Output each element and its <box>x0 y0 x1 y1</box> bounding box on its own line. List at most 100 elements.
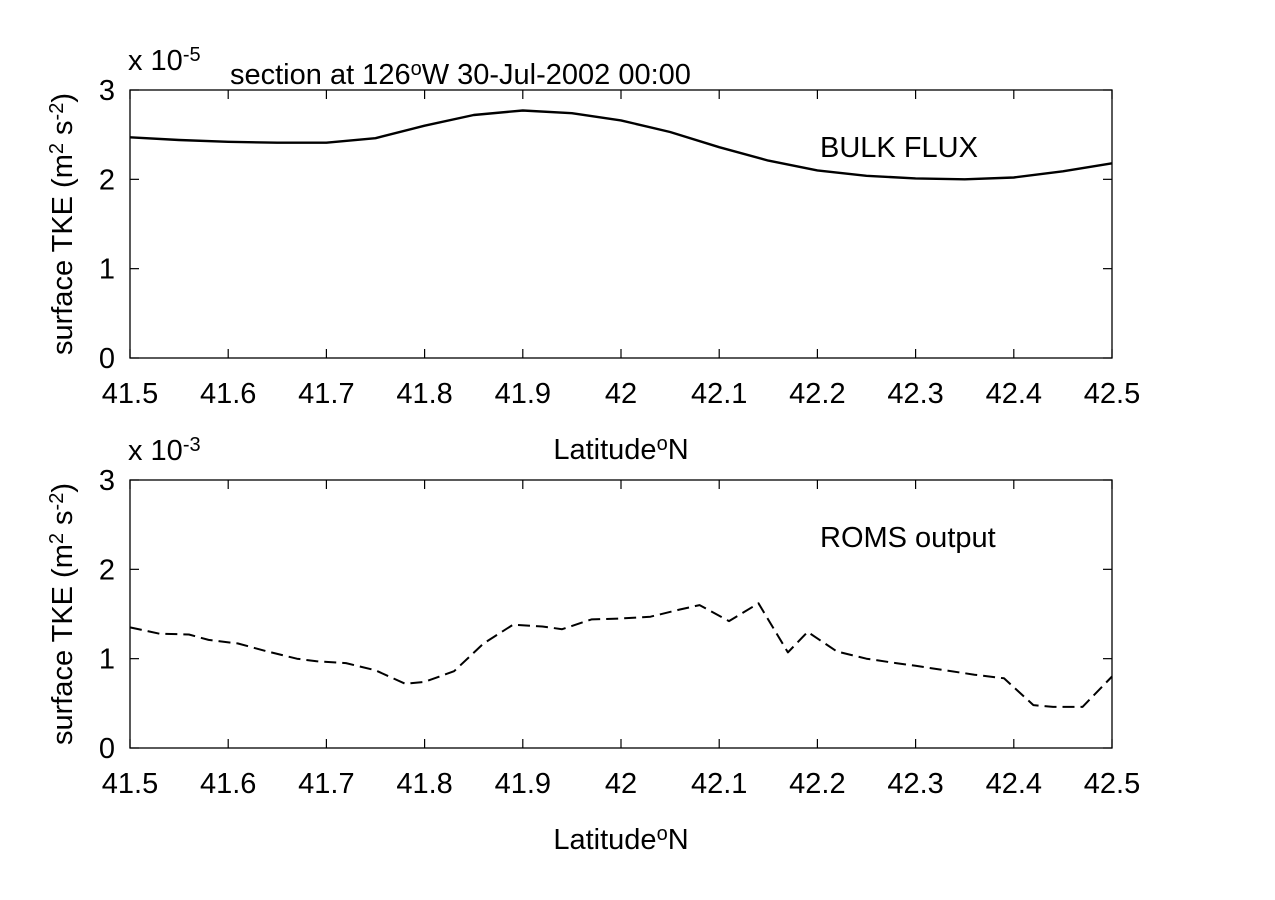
data-point <box>699 604 701 606</box>
data-point <box>129 627 131 629</box>
x-tick-label: 41.7 <box>298 768 354 800</box>
data-point <box>375 137 377 139</box>
data-point <box>591 619 593 621</box>
data-point <box>483 643 485 645</box>
plot-area-frame <box>129 479 1113 749</box>
y-axis-label: surface TKE (m2 s-2) <box>46 93 79 355</box>
chart-title: section at 126oW 30-Jul-2002 00:00 <box>230 58 691 91</box>
x-tick-label: 41.6 <box>200 378 256 410</box>
y-tick-label: 2 <box>99 164 115 196</box>
y-exponent-label: x 10-5 <box>128 44 201 77</box>
data-point <box>1033 704 1035 706</box>
chart-panel-1: 41.5 41.6 41.7 41.8 41.9 42 42.1 42.2 42.3 42.4 42… <box>46 44 1140 466</box>
y-tick-label: 0 <box>99 733 115 765</box>
data-point <box>669 131 671 133</box>
x-tick-label: 42.2 <box>789 378 845 410</box>
data-point <box>964 179 966 181</box>
data-point <box>522 110 524 112</box>
data-point <box>895 662 897 664</box>
data-point <box>915 178 917 180</box>
data-point <box>679 609 681 611</box>
y-tick-label: 0 <box>99 343 115 375</box>
data-point <box>1062 170 1064 172</box>
series-annotation: BULK FLUX <box>820 132 978 164</box>
x-tick-label: 41.5 <box>102 378 158 410</box>
data-point <box>620 618 622 620</box>
data-point <box>866 175 868 177</box>
data-point <box>316 661 318 663</box>
series-line <box>129 109 1113 181</box>
data-point <box>424 125 426 127</box>
data-point <box>326 142 328 144</box>
data-point <box>424 681 426 683</box>
data-point <box>728 620 730 622</box>
data-point <box>208 639 210 641</box>
x-tick-label: 41.6 <box>200 768 256 800</box>
y-tick-label: 2 <box>99 554 115 586</box>
x-tick-label: 42.1 <box>691 768 747 800</box>
x-tick-label: 42.4 <box>986 768 1042 800</box>
x-tick-label: 42 <box>605 378 637 410</box>
x-axis-label: LatitudeoN <box>553 823 688 856</box>
data-point <box>718 146 720 148</box>
data-point <box>267 651 269 653</box>
x-tick-label: 42.5 <box>1084 768 1140 800</box>
x-tick-label: 42.4 <box>986 378 1042 410</box>
data-point <box>1111 676 1113 678</box>
x-axis-label: LatitudeoN <box>553 433 688 466</box>
x-tick-label: 42 <box>605 768 637 800</box>
y-tick-label: 1 <box>99 644 115 676</box>
data-point <box>915 665 917 667</box>
series-line <box>129 602 1113 708</box>
data-point <box>188 634 190 636</box>
data-point <box>1082 706 1084 708</box>
plot-area-frame <box>129 89 1113 359</box>
data-point <box>542 626 544 628</box>
data-point <box>375 669 377 671</box>
data-point <box>974 674 976 676</box>
data-point <box>561 628 563 630</box>
x-tick-label: 41.5 <box>102 768 158 800</box>
data-point <box>1013 177 1015 179</box>
x-tick-label: 42.5 <box>1084 378 1140 410</box>
data-point <box>453 670 455 672</box>
y-tick-label: 3 <box>99 75 115 107</box>
data-point <box>129 137 131 139</box>
data-point <box>768 160 770 162</box>
data-point <box>787 652 789 654</box>
data-point <box>620 120 622 122</box>
x-tick-label: 41.7 <box>298 378 354 410</box>
x-tick-label: 41.9 <box>495 378 551 410</box>
data-point <box>237 643 239 645</box>
chart-panel-2: 41.5 41.6 41.7 41.8 41.9 42 42.1 42.2 42.3 42.4 42… <box>46 434 1140 856</box>
data-point <box>944 669 946 671</box>
panels: 41.5 41.6 41.7 41.8 41.9 42 42.1 42.2 42.3 42.4 42… <box>46 44 1140 856</box>
y-tick-label: 1 <box>99 254 115 286</box>
data-point <box>758 602 760 604</box>
data-point <box>404 683 406 685</box>
data-point <box>836 651 838 653</box>
x-tick-label: 42.3 <box>887 378 943 410</box>
x-tick-label: 42.2 <box>789 768 845 800</box>
y-exponent-label: x 10-3 <box>128 434 201 467</box>
x-tick-label: 41.8 <box>396 768 452 800</box>
data-point <box>277 142 279 144</box>
data-point <box>1003 678 1005 680</box>
data-point <box>178 139 180 141</box>
x-tick-label: 41.8 <box>396 378 452 410</box>
series-annotation: ROMS output <box>820 522 996 554</box>
data-point <box>512 624 514 626</box>
data-point <box>1052 706 1054 708</box>
data-point <box>296 658 298 660</box>
data-point <box>817 170 819 172</box>
x-tick-label: 41.9 <box>495 768 551 800</box>
data-point <box>807 631 809 633</box>
y-tick-label: 3 <box>99 465 115 497</box>
x-tick-label: 42.3 <box>887 768 943 800</box>
data-point <box>866 658 868 660</box>
data-point <box>571 112 573 114</box>
data-point <box>650 616 652 618</box>
x-tick-label: 42.1 <box>691 378 747 410</box>
y-axis-label: surface TKE (m2 s-2) <box>46 483 79 745</box>
